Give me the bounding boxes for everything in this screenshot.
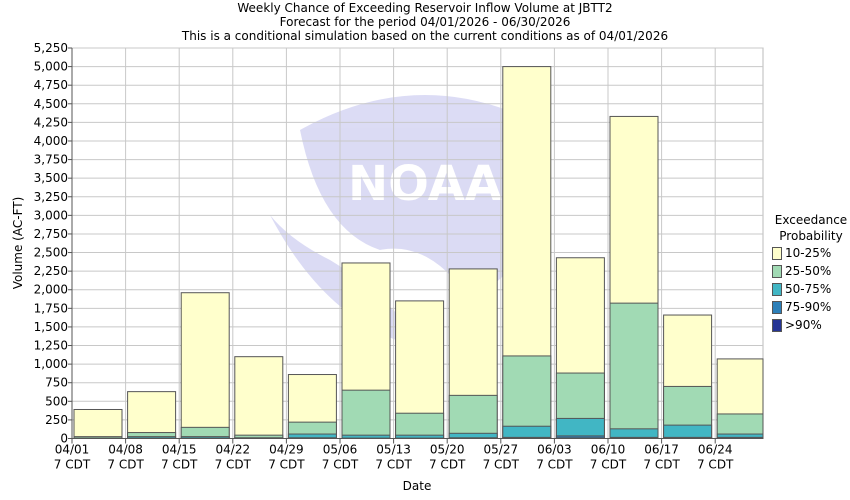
y-tick-label: 1,000: [34, 357, 68, 371]
x-tick-label: 06/24 7 CDT: [697, 443, 734, 472]
legend-label: 50-75%: [785, 282, 832, 296]
y-tick-label: 2,500: [34, 246, 68, 260]
bar-25-50--7: [448, 394, 498, 439]
legend-swatch: [772, 282, 782, 296]
y-tick-label: 4,750: [34, 78, 68, 92]
x-tick-label: 04/15 7 CDT: [161, 443, 198, 472]
bar-10-25--1: [127, 391, 177, 440]
y-tick-label: 1,500: [34, 320, 68, 334]
chart-title-line-1: Weekly Chance of Exceeding Reservoir Inf…: [237, 1, 613, 15]
y-tick-label: 4,250: [34, 115, 68, 129]
y-tick-label: 3,250: [34, 190, 68, 204]
x-tick-label: 04/29 7 CDT: [268, 443, 305, 472]
legend-swatch: [772, 246, 782, 260]
y-tick-label: 3,750: [34, 153, 68, 167]
chart-title-line-3: This is a conditional simulation based o…: [181, 29, 669, 43]
y-tick-label: 4,000: [34, 134, 68, 148]
y-tick-label: 0: [60, 432, 68, 446]
bar-10-25--3: [234, 356, 284, 439]
legend-item: 25-50%: [772, 262, 850, 280]
x-tick-label: 05/13 7 CDT: [375, 443, 412, 472]
legend-label: >90%: [785, 318, 822, 332]
y-tick-label: 250: [45, 413, 68, 427]
y-tick-label: 1,750: [34, 301, 68, 315]
legend-label: 25-50%: [785, 264, 832, 278]
legend-label: 10-25%: [785, 246, 832, 260]
x-axis-label: Date: [403, 479, 432, 493]
y-axis-label: Volume (AC-FT): [11, 197, 25, 290]
x-tick-label: 05/20 7 CDT: [429, 443, 466, 472]
legend-swatch: [772, 318, 782, 332]
x-tick-label: 06/03 7 CDT: [536, 443, 573, 472]
y-tick-label: 500: [45, 394, 68, 408]
legend-swatch: [772, 300, 782, 314]
y-tick-label: 2,750: [34, 227, 68, 241]
bar-10-25--2: [180, 292, 230, 440]
y-tick-label: 3,000: [34, 208, 68, 222]
y-tick-label: 1,250: [34, 339, 68, 353]
legend-item: >90%: [772, 316, 850, 334]
legend-swatch: [772, 264, 782, 278]
y-tick-label: 2,250: [34, 264, 68, 278]
bar-25-50--8: [502, 355, 552, 439]
y-tick-label: 750: [45, 376, 68, 390]
bar-50-75--11: [663, 424, 713, 439]
chart-title-line-2: Forecast for the period 04/01/2026 - 06/…: [279, 15, 571, 29]
y-tick-label: 2,000: [34, 283, 68, 297]
x-tick-label: 04/01 7 CDT: [54, 443, 91, 472]
x-tick-label: 06/17 7 CDT: [643, 443, 680, 472]
bar-50-75--8: [502, 425, 552, 439]
legend-label: 75-90%: [785, 300, 832, 314]
legend-item: 10-25%: [772, 244, 850, 262]
bar-25-50--10: [609, 302, 659, 440]
y-tick-label: 3,500: [34, 171, 68, 185]
y-tick-label: 5,000: [34, 60, 68, 74]
y-tick-label: 5,250: [34, 41, 68, 55]
y-tick-label: 4,500: [34, 97, 68, 111]
x-tick-label: 04/22 7 CDT: [215, 443, 252, 472]
x-tick-label: 05/27 7 CDT: [483, 443, 520, 472]
legend: Exceedance Probability 10-25% 25-50% 50-75…: [772, 212, 850, 334]
x-tick-label: 06/10 7 CDT: [590, 443, 627, 472]
legend-title-1: Exceedance: [774, 213, 848, 227]
bar-25-50--5: [341, 389, 391, 439]
bar-10-25--0: [73, 408, 123, 439]
legend-title-2: Probability: [779, 229, 843, 243]
x-tick-label: 05/06 7 CDT: [322, 443, 359, 472]
legend-item: 75-90%: [772, 298, 850, 316]
legend-item: 50-75%: [772, 280, 850, 298]
x-tick-label: 04/08 7 CDT: [107, 443, 144, 472]
svg-text:NOAA: NOAA: [348, 156, 502, 212]
